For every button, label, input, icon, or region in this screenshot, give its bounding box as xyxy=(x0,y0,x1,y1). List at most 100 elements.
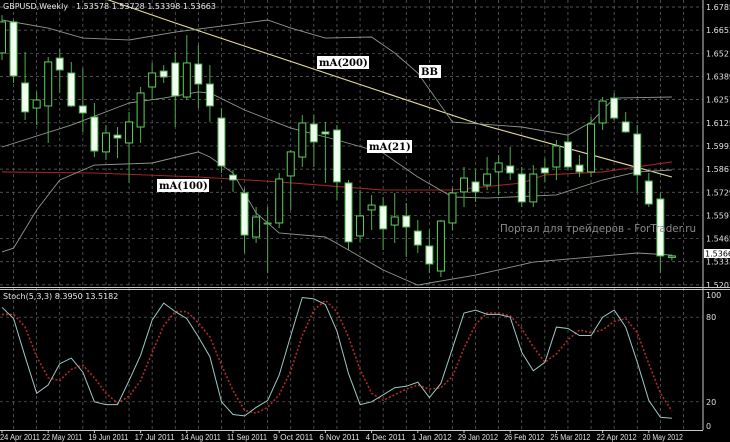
candle-bull xyxy=(587,123,596,173)
label-ma21: mA(21) xyxy=(367,140,412,153)
candle-bull xyxy=(252,216,261,238)
candle-bear xyxy=(217,117,226,167)
candle-bear xyxy=(540,167,549,174)
price-tick-label: 1.67850 xyxy=(706,3,730,12)
stoch-tick-label: 20 xyxy=(706,398,716,407)
candle-bear xyxy=(21,82,30,113)
overlay-line-ma200 xyxy=(106,0,673,178)
candle-bear xyxy=(263,222,272,225)
stoch-tick-label: 100 xyxy=(706,291,721,300)
candle-bear xyxy=(171,62,180,97)
price-tick-label: 1.61250 xyxy=(706,119,730,128)
time-tick-label: 25 Mar 2012 xyxy=(550,433,590,442)
time-tick-label: 22 May 2011 xyxy=(42,433,82,442)
candle-bear xyxy=(633,133,642,176)
time-tick-label: 26 Feb 2012 xyxy=(504,433,544,442)
time-tick-label: 4 Dec 2011 xyxy=(366,433,407,442)
candle-bull xyxy=(367,204,376,211)
price-tick-label: 1.54650 xyxy=(706,235,730,244)
candle-bull xyxy=(182,62,191,98)
candle-bull xyxy=(667,255,676,258)
label-ma200: mA(200) xyxy=(317,56,369,69)
candle-bull xyxy=(125,121,134,144)
price-tick-label: 1.66530 xyxy=(706,26,730,35)
stoch-tick-label: 80 xyxy=(706,313,716,322)
time-tick-label: 19 Jun 2011 xyxy=(88,433,128,442)
candle-bear xyxy=(78,105,87,114)
stoch-tick-label: 0 xyxy=(706,422,711,431)
candle-bear xyxy=(67,72,76,107)
candle-bull xyxy=(0,21,6,54)
candle-bear xyxy=(159,70,168,78)
candle-bull xyxy=(275,178,284,224)
price-tick-label: 1.62570 xyxy=(706,96,730,105)
time-tick-label: 6 Nov 2011 xyxy=(319,433,360,442)
time-tick-label: 20 May 2012 xyxy=(643,433,683,442)
candle-bull xyxy=(552,145,561,168)
candle-bull xyxy=(32,99,41,109)
candle-bear xyxy=(344,182,353,243)
time-tick-label: 17 Jul 2011 xyxy=(135,433,176,442)
label-bb-text: BB xyxy=(421,67,438,78)
candle-bear xyxy=(379,205,388,230)
symbol-title: GBPUSD,Weekly xyxy=(3,2,68,11)
candle-bull xyxy=(286,151,295,177)
stochastic-label: Stoch(5,3,3) 8.3950 13.5182 xyxy=(3,292,118,301)
time-tick-label: 11 Sep 2011 xyxy=(227,433,267,442)
stochastic-panel xyxy=(1,296,673,419)
label-ma21-text: mA(21) xyxy=(369,142,411,153)
stoch-k-line xyxy=(1,296,672,419)
candle-bull xyxy=(44,61,53,107)
time-tick-label: 22 Apr 2012 xyxy=(597,433,638,442)
price-tick-label: 1.57290 xyxy=(706,188,730,197)
overlay-line-ma100 xyxy=(1,161,672,191)
candle-bull xyxy=(529,173,538,203)
candle-bear xyxy=(321,131,330,135)
candle-bear xyxy=(471,181,480,193)
current-price-text: 1.53663 xyxy=(705,250,730,259)
label-ma100-text: mA(100) xyxy=(159,181,208,192)
candle-bear xyxy=(332,129,341,183)
watermark: Портал для трейдеров - ForTrader.ru xyxy=(500,222,696,235)
price-tick-label: 1.65210 xyxy=(706,49,730,58)
price-tick-label: 1.53330 xyxy=(706,258,730,267)
candle-bear xyxy=(644,180,653,205)
candle-bear xyxy=(240,192,249,236)
candle-bear xyxy=(610,97,619,119)
candle-bear xyxy=(194,63,203,85)
current-price-marker: 1.53663 xyxy=(704,249,730,259)
candle-bear xyxy=(413,230,422,246)
candles xyxy=(0,15,676,277)
candle-bear xyxy=(9,21,18,77)
label-bb: BB xyxy=(419,65,441,78)
candle-bull xyxy=(298,122,307,158)
candle-bull xyxy=(494,162,503,173)
candle-bull xyxy=(356,215,365,237)
candle-bull xyxy=(598,100,607,124)
price-tick-label: 1.58610 xyxy=(706,165,730,174)
candle-bear xyxy=(113,134,122,139)
label-ma100: mA(100) xyxy=(157,179,209,192)
time-tick-label: 29 Jan 2012 xyxy=(458,433,498,442)
candle-bull xyxy=(101,132,110,153)
ohlc-readout: 1.53578 1.53728 1.53398 1.53663 xyxy=(76,2,216,11)
time-tick-label: 9 Oct 2011 xyxy=(273,433,314,442)
candle-bull xyxy=(390,216,399,226)
label-ma200-text: mA(200) xyxy=(319,58,368,69)
candle-bear xyxy=(90,116,99,152)
candle-bull xyxy=(136,92,145,128)
candle-bear xyxy=(506,165,515,174)
price-tick-label: 1.63890 xyxy=(706,72,730,81)
time-tick-label: 14 Aug 2011 xyxy=(181,433,221,442)
candle-bear xyxy=(229,174,237,181)
price-tick-label: 1.59930 xyxy=(706,142,730,151)
candle-bear xyxy=(656,198,665,257)
candle-bear xyxy=(309,123,318,143)
candle-bull xyxy=(483,173,492,186)
candle-bear xyxy=(563,141,572,168)
candle-bull xyxy=(148,72,157,88)
overlay-line-bb xyxy=(1,19,672,136)
candle-bear xyxy=(425,245,434,265)
